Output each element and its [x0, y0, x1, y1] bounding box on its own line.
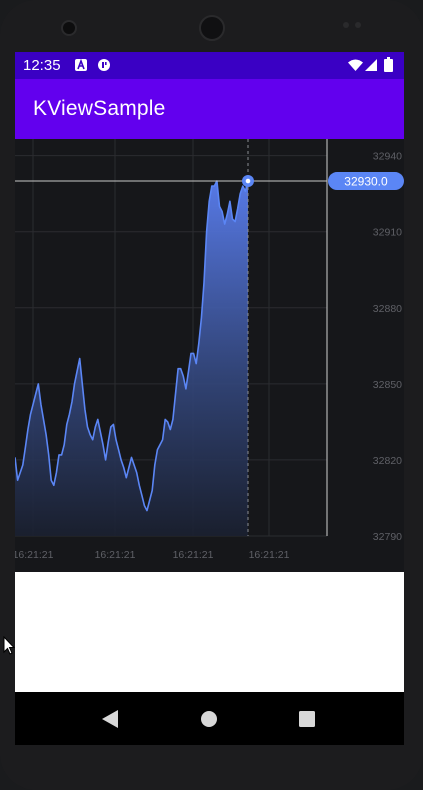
device-screen: 12:35 KViewSample: [15, 52, 404, 745]
line-chart[interactable]: 32940 32910 32880 32850 32820 32790 16:21:21 16…: [15, 139, 404, 572]
secondary-panel: [15, 572, 404, 692]
status-time: 12:35: [23, 57, 61, 74]
navigation-bar: [15, 692, 404, 745]
battery-icon: [384, 57, 393, 72]
x-tick-label: 16:21:21: [95, 549, 136, 561]
front-camera: [61, 20, 77, 36]
phone-top-bezel: [0, 0, 423, 52]
y-tick-label: 32940: [373, 151, 402, 163]
proximity-sensor: [343, 22, 349, 28]
back-icon[interactable]: [98, 706, 124, 732]
chart-svg: 32940 32910 32880 32850 32820 32790 16:21:21 16…: [15, 139, 404, 561]
x-tick-label: 16:21:21: [249, 549, 290, 561]
crosshair-value-label: 32930.0: [344, 175, 388, 189]
y-tick-label: 32850: [373, 379, 402, 391]
y-tick-label: 32910: [373, 227, 402, 239]
notification-a-icon: [75, 59, 87, 71]
crosshair-value-badge: [328, 172, 404, 191]
app-title: KViewSample: [33, 97, 166, 120]
signal-icon: [365, 59, 377, 71]
series-line: [15, 180, 249, 512]
y-tick-label: 32820: [373, 455, 402, 467]
home-icon[interactable]: [196, 706, 222, 732]
x-tick-label: 16:21:21: [15, 549, 54, 561]
y-tick-label: 32880: [373, 303, 402, 315]
y-tick-label: 32790: [373, 531, 402, 543]
x-tick-label: 16:21:21: [173, 549, 214, 561]
recents-icon[interactable]: [294, 706, 320, 732]
earpiece-speaker: [199, 15, 225, 41]
crosshair-marker-dot: [245, 178, 251, 184]
status-bar: 12:35: [15, 52, 404, 79]
light-sensor: [355, 22, 361, 28]
wifi-icon: [348, 59, 363, 71]
mouse-pointer-icon: [3, 636, 15, 655]
app-bar: KViewSample: [15, 79, 404, 139]
app-circle-icon: [98, 59, 110, 71]
series-area: [15, 181, 248, 536]
